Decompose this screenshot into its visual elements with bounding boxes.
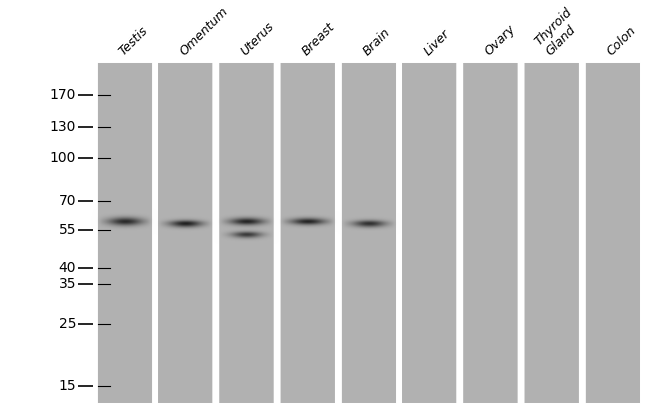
Text: Ovary: Ovary (482, 23, 518, 58)
Text: 15: 15 (58, 379, 76, 393)
Text: 55: 55 (58, 223, 76, 237)
Text: Thyroid
Gland: Thyroid Gland (532, 5, 586, 58)
Text: 100: 100 (50, 151, 76, 165)
Text: Liver: Liver (421, 27, 452, 58)
Text: 35: 35 (58, 277, 76, 291)
Text: 25: 25 (58, 317, 76, 331)
Text: Uterus: Uterus (239, 20, 277, 58)
Text: Testis: Testis (116, 24, 150, 58)
Text: 170: 170 (50, 87, 76, 102)
Text: Colon: Colon (604, 24, 638, 58)
Text: Brain: Brain (360, 26, 393, 58)
Text: Breast: Breast (299, 20, 337, 58)
Text: 70: 70 (58, 194, 76, 208)
Text: Omentum: Omentum (177, 5, 231, 58)
Text: 40: 40 (58, 261, 76, 275)
Text: 130: 130 (50, 120, 76, 134)
